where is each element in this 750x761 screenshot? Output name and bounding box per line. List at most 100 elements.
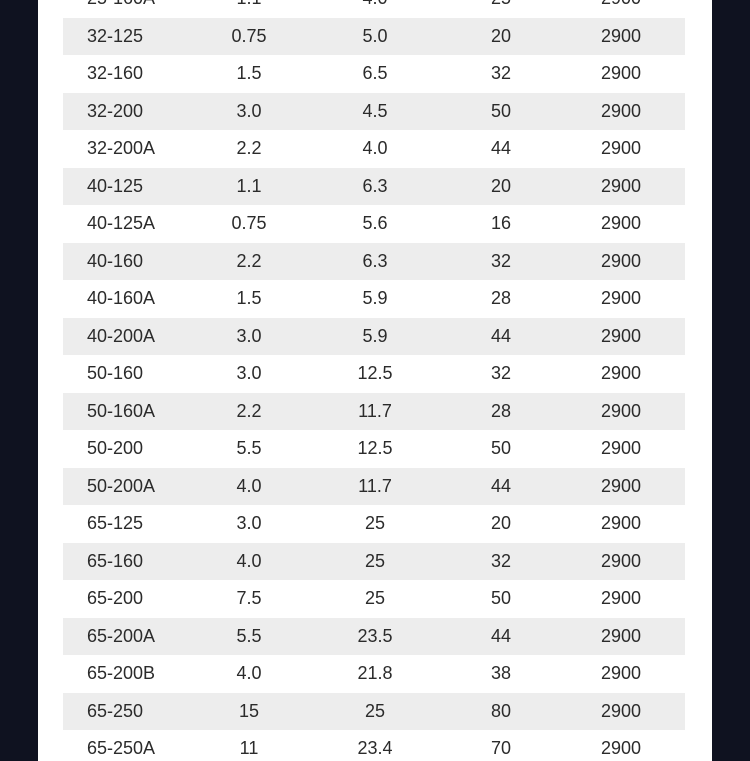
table-cell: 11.7 xyxy=(358,400,392,421)
table-cell: 5.6 xyxy=(362,213,388,233)
table-cell: 4.0 xyxy=(236,663,262,683)
table-cell: 80 xyxy=(490,700,512,721)
table-cell: 32-160 xyxy=(87,63,144,83)
table-cell: 11.7 xyxy=(358,475,392,496)
table-cell: 65-200 xyxy=(87,588,144,608)
table-row: 65-250 15 25 80 2900 xyxy=(63,692,685,730)
table-cell: 0.75 xyxy=(231,213,267,233)
table-cell: 23.5 xyxy=(357,625,393,646)
table-cell: 4.0 xyxy=(236,475,262,496)
table-cell: 2900 xyxy=(600,475,642,496)
table-row: 32-160 1.5 6.5 32 2900 xyxy=(63,55,685,93)
table-cell: 5.5 xyxy=(236,438,262,458)
table-cell: 1.5 xyxy=(236,288,262,308)
table-cell: 40-200A xyxy=(87,325,156,346)
table-cell: 40-125A xyxy=(87,213,156,233)
table-cell: 32 xyxy=(490,363,512,383)
table-cell: 32-200A xyxy=(87,138,156,158)
table-cell: 6.3 xyxy=(362,250,388,271)
table-row: 65-125 3.0 25 20 2900 xyxy=(63,505,685,543)
table-row: 40-160A 1.5 5.9 28 2900 xyxy=(63,280,685,318)
table-cell: 25 xyxy=(364,588,386,608)
table-cell: 23.4 xyxy=(357,738,393,758)
table-cell: 44 xyxy=(490,625,512,646)
table-row: 32-125 0.75 5.0 20 2900 xyxy=(63,17,685,55)
table-row: 40-200A 3.0 5.9 44 2900 xyxy=(63,317,685,355)
table-cell: 2900 xyxy=(600,700,642,721)
table-cell: 4.0 xyxy=(236,550,262,571)
table-cell: 2.2 xyxy=(236,138,262,158)
table-cell: 6.3 xyxy=(362,175,388,196)
table-cell: 12.5 xyxy=(357,363,393,383)
table-cell: 4.5 xyxy=(362,100,388,121)
table-cell: 44 xyxy=(490,475,512,496)
table-row: 65-250A 11 23.4 70 2900 xyxy=(63,730,685,761)
table-cell: 40-160 xyxy=(87,250,144,271)
table-cell: 2900 xyxy=(600,400,642,421)
table-cell: 2900 xyxy=(600,138,642,158)
table-cell: 2900 xyxy=(600,288,642,308)
table-row: 50-200A 4.0 11.7 44 2900 xyxy=(63,467,685,505)
table-cell: 25 xyxy=(364,513,386,533)
table-cell: 32 xyxy=(490,550,512,571)
table-cell: 2900 xyxy=(600,550,642,571)
table-cell: 3.0 xyxy=(236,513,262,533)
table-row: 50-160A 2.2 11.7 28 2900 xyxy=(63,392,685,430)
table-cell: 50-160 xyxy=(87,363,144,383)
table-cell: 12.5 xyxy=(357,438,393,458)
table-cell: 21.8 xyxy=(357,663,393,683)
table-cell: 32 xyxy=(490,250,512,271)
table-cell: 50-200 xyxy=(87,438,144,458)
table-cell: 44 xyxy=(490,138,512,158)
table-row: 25-160A 1.1 4.0 25 2900 xyxy=(63,0,685,18)
table-cell: 28 xyxy=(490,400,512,421)
table-cell: 65-200B xyxy=(87,663,156,683)
table-cell: 2900 xyxy=(601,0,641,18)
table-cell: 32-200 xyxy=(87,100,144,121)
table-row: 32-200 3.0 4.5 50 2900 xyxy=(63,92,685,130)
table-cell: 2.2 xyxy=(236,400,262,421)
table-cell: 2900 xyxy=(600,213,642,233)
table-cell: 65-250 xyxy=(87,700,144,721)
table-cell: 38 xyxy=(490,663,512,683)
table-row: 50-160 3.0 12.5 32 2900 xyxy=(63,355,685,393)
table-row: 65-160 4.0 25 32 2900 xyxy=(63,542,685,580)
table-cell: 50 xyxy=(490,438,512,458)
table-cell: 2900 xyxy=(600,438,642,458)
table-cell: 5.0 xyxy=(362,25,388,46)
table-cell: 5.9 xyxy=(362,325,388,346)
table-cell: 1.1 xyxy=(236,175,262,196)
spec-table: 25-160A1.14.025290032-1250.755.020290032… xyxy=(63,0,685,761)
table-row: 50-200 5.5 12.5 50 2900 xyxy=(63,430,685,468)
table-cell: 25-160A xyxy=(87,0,155,18)
table-cell: 2900 xyxy=(600,325,642,346)
table-cell: 16 xyxy=(490,213,512,233)
table-row: 65-200 7.5 25 50 2900 xyxy=(63,580,685,618)
table-cell: 3.0 xyxy=(236,325,262,346)
table-cell: 32 xyxy=(490,63,512,83)
table-cell: 2900 xyxy=(600,588,642,608)
table-row: 40-125 1.1 6.3 20 2900 xyxy=(63,167,685,205)
table-row: 65-200A 5.5 23.5 44 2900 xyxy=(63,617,685,655)
table-cell: 4.0 xyxy=(362,138,388,158)
table-cell: 3.0 xyxy=(236,363,262,383)
table-row: 40-160 2.2 6.3 32 2900 xyxy=(63,242,685,280)
table-cell: 20 xyxy=(490,175,512,196)
table-cell: 2900 xyxy=(600,63,642,83)
table-cell: 3.0 xyxy=(236,100,262,121)
table-cell: 2900 xyxy=(600,625,642,646)
table-cell: 40-125 xyxy=(87,175,144,196)
table-cell: 65-125 xyxy=(87,513,144,533)
table-cell: 25 xyxy=(491,0,511,18)
spec-table-panel: 25-160A1.14.025290032-1250.755.020290032… xyxy=(38,0,712,761)
table-cell: 4.0 xyxy=(362,0,387,18)
table-cell: 2900 xyxy=(600,513,642,533)
table-cell: 65-200A xyxy=(87,625,156,646)
table-cell: 2900 xyxy=(600,663,642,683)
table-cell: 70 xyxy=(490,738,512,758)
table-cell: 2900 xyxy=(600,175,642,196)
table-cell: 0.75 xyxy=(231,25,267,46)
table-cell: 6.5 xyxy=(362,63,388,83)
table-cell: 20 xyxy=(490,513,512,533)
table-cell: 65-160 xyxy=(87,550,144,571)
